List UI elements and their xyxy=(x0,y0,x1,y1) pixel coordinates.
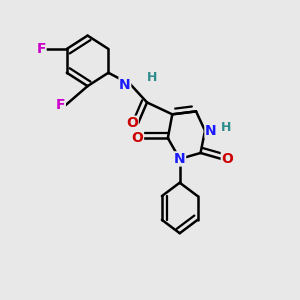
Text: H: H xyxy=(147,71,158,84)
Text: F: F xyxy=(37,42,46,56)
Text: N: N xyxy=(119,78,131,92)
Text: O: O xyxy=(126,116,138,130)
Text: H: H xyxy=(221,121,232,134)
Text: O: O xyxy=(221,152,233,166)
Text: N: N xyxy=(174,152,185,166)
Text: F: F xyxy=(56,98,65,112)
Text: N: N xyxy=(205,124,217,138)
Text: O: O xyxy=(132,131,143,145)
